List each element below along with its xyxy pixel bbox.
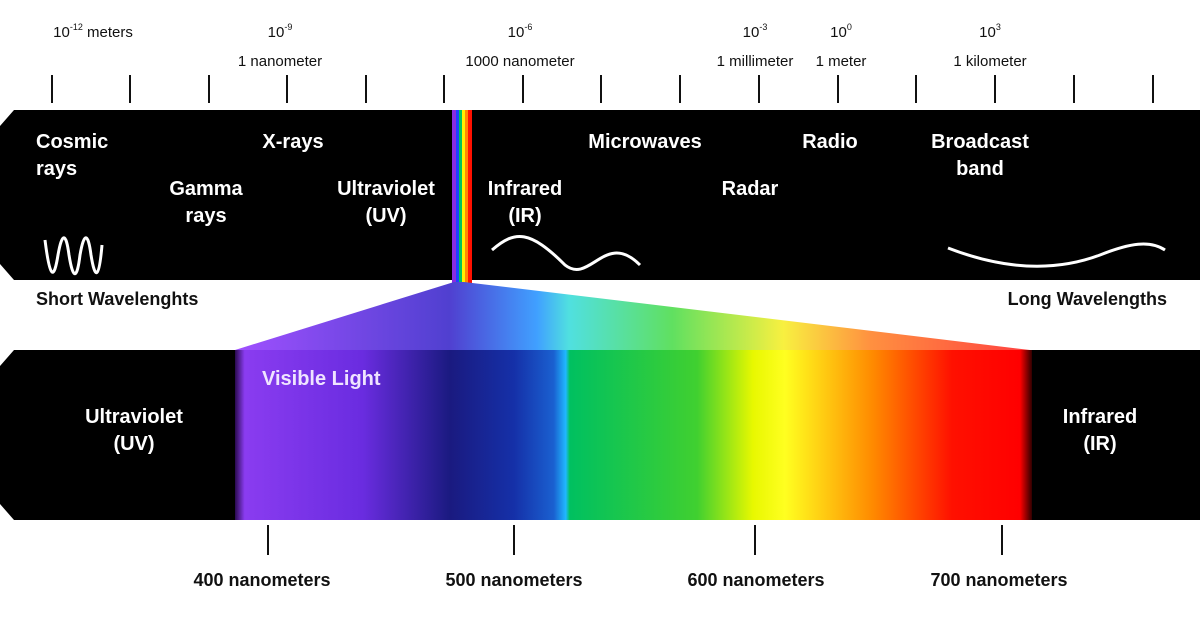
rainbow-strip: [452, 110, 472, 283]
scale-label: 100 1 meter: [816, 13, 867, 76]
scale-ticks: [51, 75, 1154, 103]
nm-label: 700 nanometers: [930, 570, 1068, 590]
uv-label: Ultraviolet (UV): [85, 404, 183, 458]
text: Ultraviolet: [85, 406, 183, 428]
text: X-rays: [262, 131, 324, 153]
text: -9: [284, 22, 293, 32]
text: 1000 nanometer: [465, 53, 575, 70]
waves: [43, 235, 1166, 276]
nm-label: 600 nanometers: [687, 570, 825, 590]
visible-title: Visible Light: [262, 368, 381, 390]
band-label: Broadcast band: [931, 129, 1029, 183]
text: Radio: [802, 131, 858, 153]
visible-fan: [235, 282, 1030, 350]
nm-label: 400 nanometers: [193, 570, 331, 590]
nm-ticks: [267, 525, 1003, 555]
band-label: Ultraviolet (UV): [337, 176, 435, 230]
text: 0: [846, 22, 852, 32]
band-label: Infrared (IR): [488, 176, 562, 230]
text: (IR): [508, 205, 542, 227]
text: band: [956, 158, 1004, 180]
text: Ultraviolet: [337, 178, 435, 200]
ir-label: Infrared (IR): [1063, 404, 1137, 458]
text: 3: [995, 22, 1001, 32]
text: Radar: [721, 178, 779, 200]
text: (UV): [365, 205, 407, 227]
text: Gamma: [169, 178, 243, 200]
text: rays: [185, 205, 227, 227]
text: Infrared: [487, 178, 563, 200]
text: Infrared: [1062, 406, 1138, 428]
scale-label: 10-6 1000 nanometer: [465, 13, 574, 76]
text: 10: [830, 24, 847, 41]
text: 1 millimeter: [716, 53, 794, 70]
text: 10: [267, 24, 285, 41]
text: 1 meter: [815, 53, 867, 70]
scale-label: 10-9 1 nanometer: [238, 13, 322, 76]
scale-label: 103 1 kilometer: [953, 13, 1026, 76]
band-label: Radio: [802, 129, 858, 156]
short-label: Short Wavelenghts: [36, 289, 199, 309]
text: meters: [87, 24, 133, 41]
text: 10: [979, 24, 996, 41]
text: -3: [759, 22, 768, 32]
nm-label: 500 nanometers: [445, 570, 583, 590]
scale-label: 10-12 meters: [53, 13, 133, 47]
band-label: Microwaves: [588, 129, 701, 156]
spectrum-band: [0, 110, 1200, 280]
text: (UV): [113, 433, 155, 455]
band-label: Radar: [722, 176, 779, 203]
long-label: Long Wavelengths: [1007, 289, 1167, 309]
text: 10: [507, 24, 525, 41]
text: (IR): [1083, 433, 1117, 455]
band-label: Gamma rays: [169, 176, 242, 230]
text: 1 nanometer: [237, 53, 323, 70]
text: 10: [742, 24, 760, 41]
visible-spectrum: [235, 350, 1032, 520]
scale-label: 10-3 1 millimeter: [717, 13, 794, 76]
text: Cosmic: [36, 131, 109, 153]
band-label: Cosmic rays: [36, 129, 108, 183]
band-label: X-rays: [262, 129, 323, 156]
text: 10: [53, 24, 70, 41]
text: Microwaves: [588, 131, 702, 153]
text: rays: [36, 158, 78, 180]
text: -6: [524, 22, 533, 32]
text: Broadcast: [931, 131, 1029, 153]
text: -12: [69, 22, 83, 32]
text: 1 kilometer: [953, 53, 1027, 70]
